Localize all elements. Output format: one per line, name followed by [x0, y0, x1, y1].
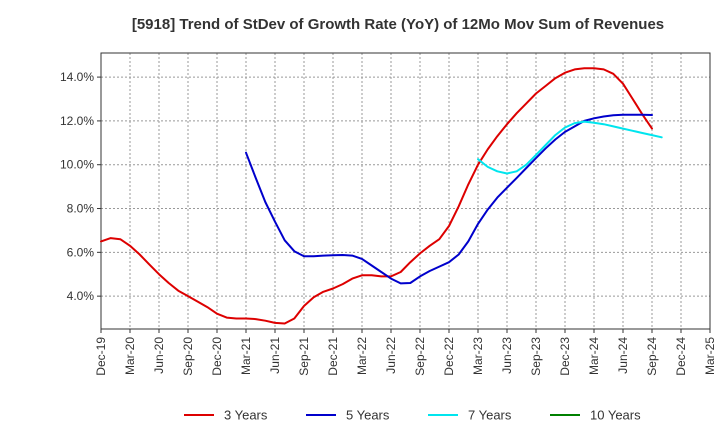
x-tick-label: Mar-22 — [355, 337, 369, 375]
x-tick-label: Dec-21 — [326, 337, 340, 376]
x-tick-label: Dec-19 — [94, 337, 108, 376]
chart-title: [5918] Trend of StDev of Growth Rate (Yo… — [132, 16, 664, 33]
x-tick-label: Jun-21 — [268, 337, 282, 374]
y-tick-label: 14.0% — [60, 70, 94, 84]
legend-label: 5 Years — [346, 408, 390, 423]
x-tick-label: Mar-21 — [239, 337, 253, 375]
x-tick-label: Dec-20 — [210, 337, 224, 376]
legend: 3 Years 5 Years 7 Years 10 Years — [184, 408, 641, 423]
y-tick-label: 10.0% — [60, 158, 94, 172]
x-tick-label: Dec-23 — [558, 337, 572, 376]
x-tick-label: Jun-22 — [384, 337, 398, 374]
y-tick-label: 12.0% — [60, 114, 94, 128]
x-tick-label: Jun-24 — [616, 337, 630, 374]
x-tick-label: Dec-24 — [674, 337, 688, 376]
y-tick-label: 8.0% — [67, 202, 95, 216]
plot-frame — [100, 52, 711, 330]
x-tick-label: Sep-24 — [645, 337, 659, 376]
series-line-7-years — [477, 120, 663, 175]
legend-label: 3 Years — [224, 408, 268, 423]
x-tick-label: Mar-20 — [123, 337, 137, 375]
legend-label: 7 Years — [468, 408, 512, 423]
x-tick-label: Mar-24 — [587, 337, 601, 375]
x-tick-label: Jun-20 — [152, 337, 166, 374]
x-axis-ticks: Dec-19 Mar-20 Jun-20 Sep-20 Dec-20 Mar-21 Jun-… — [94, 329, 717, 376]
y-tick-label: 6.0% — [67, 245, 95, 259]
series-lines — [100, 67, 663, 325]
y-axis-ticks: 4.0% 6.0% 8.0% 10.0% 12.0% 14.0% — [60, 70, 101, 303]
x-tick-label: Sep-20 — [181, 337, 195, 376]
y-tick-label: 4.0% — [67, 289, 95, 303]
x-tick-label: Sep-22 — [413, 337, 427, 376]
x-tick-label: Jun-23 — [500, 337, 514, 374]
x-tick-label: Mar-23 — [471, 337, 485, 375]
x-tick-label: Sep-21 — [297, 337, 311, 376]
x-tick-label: Dec-22 — [442, 337, 456, 376]
x-tick-label: Sep-23 — [529, 337, 543, 376]
series-line-3-years — [100, 67, 653, 325]
x-tick-label: Mar-25 — [703, 337, 717, 375]
grid-lines — [100, 53, 711, 329]
legend-label: 10 Years — [590, 408, 641, 423]
